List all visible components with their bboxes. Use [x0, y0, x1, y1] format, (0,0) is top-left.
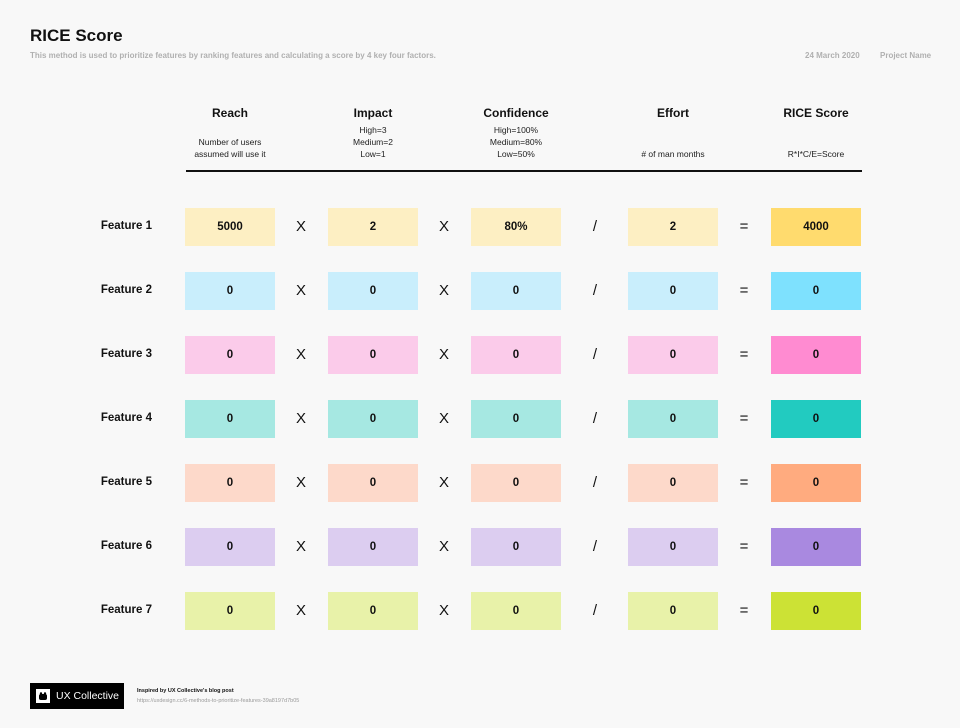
effort-cell-5[interactable]: 0 — [628, 464, 718, 502]
reach-cell-7[interactable]: 0 — [185, 592, 275, 630]
impact-cell-5[interactable]: 0 — [328, 464, 418, 502]
effort-cell-3[interactable]: 0 — [628, 336, 718, 374]
column-desc-confidence: Medium=80% — [489, 137, 543, 147]
impact-cell-7[interactable]: 0 — [328, 592, 418, 630]
multiply-operator: X — [438, 346, 449, 363]
row-label-feature-3: Feature 3 — [100, 348, 152, 360]
multiply-operator: X — [295, 282, 306, 299]
column-desc-impact: Medium=2 — [353, 137, 393, 147]
effort-cell-4[interactable]: 0 — [628, 400, 718, 438]
score-cell-1[interactable]: 4000 — [771, 208, 861, 246]
reach-cell-5[interactable]: 0 — [185, 464, 275, 502]
multiply-operator: X — [438, 602, 449, 619]
column-header-effort: Effort — [657, 106, 689, 120]
credit-url[interactable]: https://uxdesign.cc/6-methods-to-priorit… — [137, 698, 300, 704]
multiply-operator: X — [438, 282, 449, 299]
multiply-operator: X — [438, 538, 449, 555]
divide-operator: / — [592, 538, 598, 555]
confidence-cell-2[interactable]: 0 — [471, 272, 561, 310]
logo-text: UX Collective — [56, 690, 120, 702]
row-label-feature-7: Feature 7 — [100, 604, 152, 616]
reach-cell-6[interactable]: 0 — [185, 528, 275, 566]
confidence-cell-6[interactable]: 0 — [471, 528, 561, 566]
confidence-cell-4[interactable]: 0 — [471, 400, 561, 438]
column-desc-effort: # of man months — [641, 149, 705, 159]
row-label-feature-1: Feature 1 — [100, 220, 152, 232]
score-cell-5[interactable]: 0 — [771, 464, 861, 502]
row-label-feature-4: Feature 4 — [100, 412, 152, 424]
impact-cell-1[interactable]: 2 — [328, 208, 418, 246]
confidence-cell-5[interactable]: 0 — [471, 464, 561, 502]
column-desc-reach: assumed will use it — [194, 149, 266, 159]
column-desc-rice-score: R*I*C/E=Score — [787, 149, 845, 159]
equals-operator: = — [739, 602, 749, 619]
row-label-feature-6: Feature 6 — [100, 540, 152, 552]
score-cell-4[interactable]: 0 — [771, 400, 861, 438]
column-desc-reach: Number of users — [198, 137, 262, 147]
multiply-operator: X — [295, 602, 306, 619]
equals-operator: = — [739, 346, 749, 363]
confidence-cell-7[interactable]: 0 — [471, 592, 561, 630]
effort-cell-2[interactable]: 0 — [628, 272, 718, 310]
confidence-cell-1[interactable]: 80% — [471, 208, 561, 246]
multiply-operator: X — [295, 346, 306, 363]
impact-cell-4[interactable]: 0 — [328, 400, 418, 438]
impact-cell-2[interactable]: 0 — [328, 272, 418, 310]
project-name[interactable]: Project Name — [880, 51, 932, 60]
score-cell-2[interactable]: 0 — [771, 272, 861, 310]
divide-operator: / — [592, 410, 598, 427]
equals-operator: = — [739, 474, 749, 491]
reach-cell-1[interactable]: 5000 — [185, 208, 275, 246]
ux-collective-logo[interactable]: UX Collective — [30, 683, 124, 709]
effort-cell-1[interactable]: 2 — [628, 208, 718, 246]
score-cell-6[interactable]: 0 — [771, 528, 861, 566]
equals-operator: = — [739, 538, 749, 555]
polar-bear-icon — [36, 689, 50, 703]
multiply-operator: X — [295, 538, 306, 555]
equals-operator: = — [739, 282, 749, 299]
multiply-operator: X — [295, 218, 306, 235]
equals-operator: = — [739, 410, 749, 427]
impact-cell-6[interactable]: 0 — [328, 528, 418, 566]
divide-operator: / — [592, 282, 598, 299]
divide-operator: / — [592, 346, 598, 363]
divide-operator: / — [592, 474, 598, 491]
divide-operator: / — [592, 218, 598, 235]
row-label-feature-2: Feature 2 — [100, 284, 152, 296]
date-label: 24 March 2020 — [805, 51, 860, 60]
multiply-operator: X — [438, 474, 449, 491]
column-desc-confidence: High=100% — [493, 125, 539, 135]
reach-cell-4[interactable]: 0 — [185, 400, 275, 438]
page-subtitle: This method is used to prioritize featur… — [30, 51, 436, 60]
column-desc-confidence: Low=50% — [497, 149, 535, 159]
reach-cell-3[interactable]: 0 — [185, 336, 275, 374]
multiply-operator: X — [295, 474, 306, 491]
score-cell-7[interactable]: 0 — [771, 592, 861, 630]
confidence-cell-3[interactable]: 0 — [471, 336, 561, 374]
column-header-confidence: Confidence — [483, 106, 549, 120]
multiply-operator: X — [438, 410, 449, 427]
column-header-impact: Impact — [353, 106, 393, 120]
multiply-operator: X — [438, 218, 449, 235]
credit-line: Inspired by UX Collective's blog post — [137, 688, 234, 694]
column-header-reach: Reach — [211, 106, 249, 120]
column-header-rice-score: RICE Score — [783, 106, 849, 120]
divide-operator: / — [592, 602, 598, 619]
equals-operator: = — [739, 218, 749, 235]
row-label-feature-5: Feature 5 — [100, 476, 152, 488]
reach-cell-2[interactable]: 0 — [185, 272, 275, 310]
column-desc-impact: High=3 — [359, 125, 387, 135]
page-title: RICE Score — [30, 26, 123, 45]
effort-cell-6[interactable]: 0 — [628, 528, 718, 566]
effort-cell-7[interactable]: 0 — [628, 592, 718, 630]
column-desc-impact: Low=1 — [360, 149, 386, 159]
score-cell-3[interactable]: 0 — [771, 336, 861, 374]
multiply-operator: X — [295, 410, 306, 427]
header-divider — [186, 170, 862, 172]
impact-cell-3[interactable]: 0 — [328, 336, 418, 374]
